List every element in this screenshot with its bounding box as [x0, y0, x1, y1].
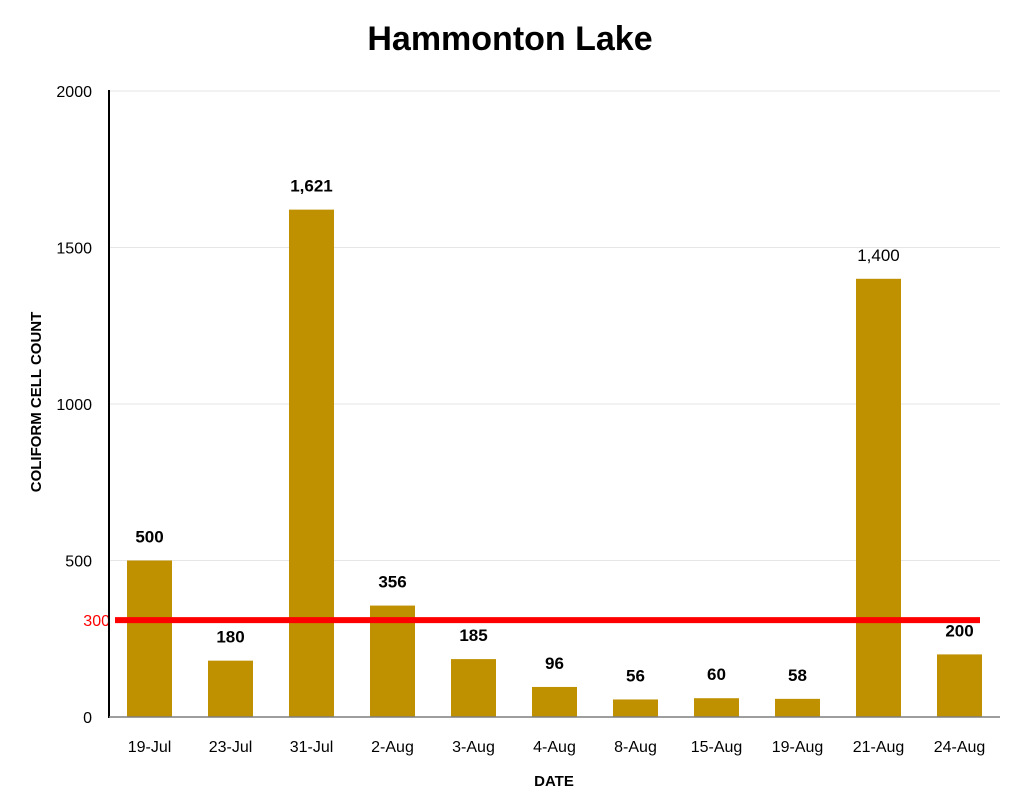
bar-4-Aug: [532, 686, 577, 717]
data-label: 500: [135, 528, 163, 547]
y-axis-title: COLIFORM CELL COUNT: [28, 312, 45, 493]
bar-21-Aug: [856, 278, 901, 717]
y-tick-label: 1000: [56, 397, 92, 414]
gridlines: [109, 90, 1000, 561]
bar-19-Aug: [775, 698, 820, 717]
data-label: 180: [216, 628, 244, 647]
bar-31-Jul: [289, 209, 334, 717]
bar-15-Aug: [694, 698, 739, 717]
y-tick-label: 1500: [56, 241, 92, 258]
x-tick-label: 3-Aug: [452, 739, 495, 756]
data-labels: 500 180 1,621 356 185 96 56 60 58 1,400 200: [135, 177, 973, 686]
x-tick-label: 23-Jul: [209, 739, 253, 756]
axes: [108, 90, 1000, 718]
data-label: 58: [788, 666, 807, 685]
x-tick-label: 15-Aug: [691, 739, 743, 756]
bar-8-Aug: [613, 699, 658, 717]
data-label: 56: [626, 666, 645, 685]
x-tick-label: 19-Jul: [128, 739, 172, 756]
x-tick-label: 8-Aug: [614, 739, 657, 756]
bar-3-Aug: [451, 659, 496, 717]
x-tick-label: 24-Aug: [934, 739, 986, 756]
reference-line-label: 300: [83, 613, 110, 630]
x-tick-label: 31-Jul: [290, 739, 334, 756]
data-label: 1,400: [857, 246, 900, 265]
y-tick-label: 0: [83, 710, 92, 727]
data-label: 200: [945, 621, 973, 640]
y-tick-label: 500: [65, 554, 92, 571]
bar-23-Jul: [208, 660, 253, 717]
bars: [127, 209, 982, 717]
bar-2-Aug: [370, 605, 415, 717]
data-label: 1,621: [290, 177, 333, 196]
x-tick-label: 19-Aug: [772, 739, 824, 756]
x-axis-title: DATE: [534, 773, 574, 790]
data-label: 185: [459, 626, 487, 645]
x-tick-label: 21-Aug: [853, 739, 905, 756]
data-label: 60: [707, 665, 726, 684]
chart-title: Hammonton Lake: [367, 20, 652, 58]
y-tick-labels: 0 500 1000 1500 2000: [56, 84, 92, 727]
bar-24-Aug: [937, 654, 982, 717]
bar-19-Jul: [127, 560, 172, 717]
reference-line-group: 300: [83, 613, 980, 630]
data-label: 356: [378, 573, 406, 592]
data-label: 96: [545, 654, 564, 673]
x-tick-labels: 19-Jul 23-Jul 31-Jul 2-Aug 3-Aug 4-Aug 8-Aug 15…: [128, 739, 986, 756]
y-tick-label: 2000: [56, 84, 92, 101]
x-tick-label: 2-Aug: [371, 739, 414, 756]
x-tick-label: 4-Aug: [533, 739, 576, 756]
